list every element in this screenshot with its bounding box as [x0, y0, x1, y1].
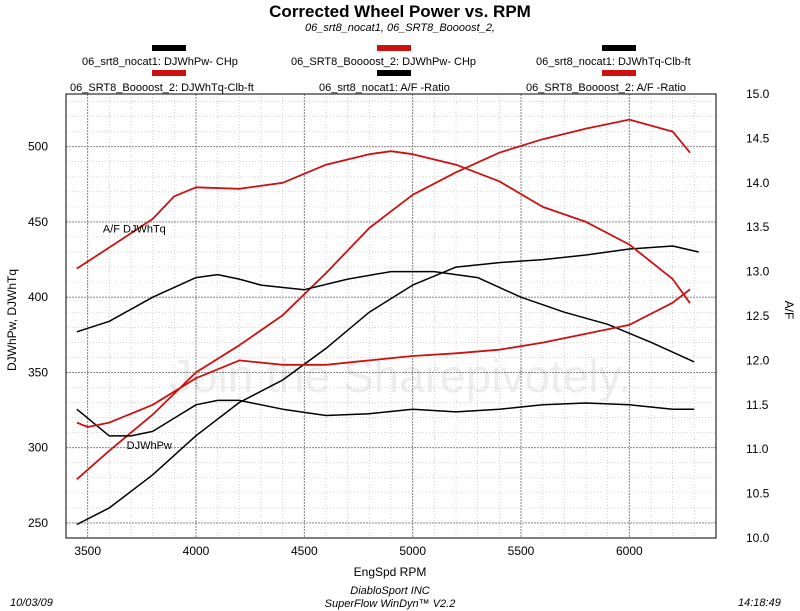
series: [76, 118, 699, 526]
x-tick-label: 5000: [399, 544, 426, 558]
tick-labels: 3500 4000 4500 5000 5500 6000 250 300 350 400 450 5…: [28, 87, 770, 558]
legend-swatch-6: [602, 70, 636, 76]
series-line-2: [76, 118, 691, 480]
x-tick-label: 6000: [616, 544, 643, 558]
y2-tick-label: 11.5: [746, 398, 769, 412]
series-line-6: [76, 288, 691, 428]
watermark: Join the Sharepivotely.: [169, 350, 631, 402]
legend-label-2: 06_SRT8_Boooost_2: DJWhPw- CHp: [291, 56, 477, 68]
y-tick-label: 500: [28, 140, 48, 154]
y2-tick-label: 14.0: [746, 176, 770, 190]
series-line-4: [76, 150, 691, 304]
y-tick-label: 450: [28, 215, 48, 229]
series-line-5: [76, 399, 695, 437]
y-tick-label: 400: [28, 290, 48, 304]
chart-title: Corrected Wheel Power vs. RPM: [269, 2, 531, 21]
legend-swatch-5: [377, 70, 411, 76]
grid: [65, 94, 717, 539]
annotations: A/F DJWhTq DJWhPw: [103, 223, 172, 452]
annotation-2: DJWhPw: [127, 440, 172, 452]
x-axis-label: EngSpd RPM: [354, 565, 427, 579]
annotation-1: A/F DJWhTq: [103, 223, 166, 235]
x-tick-label: 4500: [291, 544, 318, 558]
y2-tick-label: 13.5: [746, 220, 770, 234]
x-tick-label: 4000: [183, 544, 210, 558]
legend-swatch-2: [377, 45, 411, 51]
y2-tick-label: 10.0: [746, 531, 770, 545]
legend-label-1: 06_srt8_nocat1: DJWhPw- CHp: [82, 56, 238, 68]
footer-software: SuperFlow WinDyn™ V2.2: [324, 598, 456, 610]
y2-tick-label: 11.0: [746, 442, 769, 456]
y-axis-label: DJWhPw, DJWhTq: [5, 269, 19, 371]
y2-tick-label: 13.0: [746, 265, 770, 279]
legend-label-5: 06_srt8_nocat1: A/F -Ratio: [319, 82, 450, 94]
chart-subtitle: 06_srt8_nocat1, 06_SRT8_Boooost_2,: [305, 22, 495, 34]
y2-tick-label: 12.0: [746, 353, 770, 367]
y2-axis-label: A/F: [782, 301, 796, 320]
y2-tick-label: 12.5: [746, 309, 770, 323]
legend-label-4: 06_SRT8_Boooost_2: DJWhTq-Clb-ft: [70, 82, 254, 94]
legend-swatch-3: [602, 45, 636, 51]
x-tick-label: 5500: [508, 544, 535, 558]
legend-swatch-4: [152, 70, 186, 76]
y2-tick-label: 15.0: [746, 87, 770, 101]
series-line-1: [76, 245, 699, 526]
y-tick-label: 300: [28, 441, 48, 455]
legend-swatch-1: [152, 45, 186, 51]
y2-tick-label: 14.5: [746, 131, 770, 145]
footer-company: DiabloSport INC: [350, 585, 430, 597]
plot-frame: [65, 93, 717, 539]
legend-label-6: 06_SRT8_Boooost_2: A/F -Ratio: [526, 82, 687, 94]
footer-time: 14:18:49: [738, 597, 781, 609]
x-tick-label: 3500: [74, 544, 101, 558]
legend-label-3: 06_srt8_nocat1: DJWhTq-Clb-ft: [536, 56, 691, 68]
series-line-3: [76, 270, 695, 363]
y2-tick-label: 10.5: [746, 487, 770, 501]
y-tick-label: 350: [28, 365, 48, 379]
y-tick-label: 250: [28, 516, 48, 530]
footer-date: 10/03/09: [10, 597, 53, 609]
